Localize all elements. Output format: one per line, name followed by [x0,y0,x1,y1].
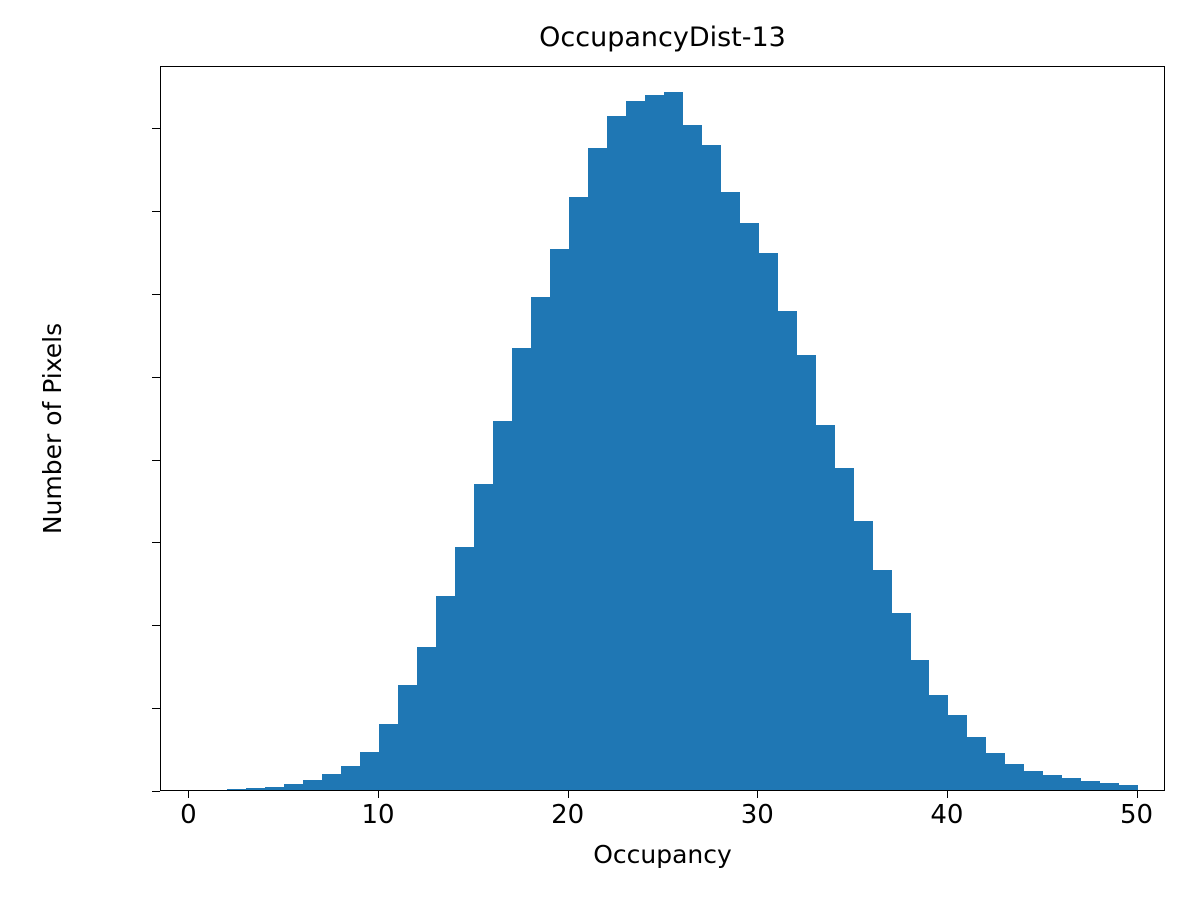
histogram-bar [1080,780,1101,790]
histogram-bar [1118,785,1139,790]
histogram-bar [416,646,437,790]
histogram-bar [739,223,759,790]
histogram-bar [246,787,266,790]
histogram-bar [360,751,380,790]
histogram-bar [985,752,1006,790]
y-tick-mark [152,293,160,295]
x-tick-label: 50 [1120,800,1154,830]
histogram-bar [910,659,930,790]
histogram-bar [303,780,323,790]
histogram-bar [398,684,418,790]
histogram-bar [379,723,399,790]
histogram-bar [625,101,646,790]
y-tick-mark [152,211,160,212]
x-tick-mark [567,790,569,798]
y-axis-ticks: 010002000300040005000600070008000 [0,0,160,900]
x-tick-label: 30 [740,800,774,830]
histogram-bar [322,774,342,790]
histogram-bar [473,484,494,790]
x-tick-mark [757,790,759,798]
histogram-bar [872,570,892,790]
histogram-bar [511,348,532,790]
histogram-bar [796,355,816,790]
histogram-bar [454,547,475,790]
histogram-bar [587,147,608,790]
histogram-bar [265,786,285,790]
histogram-bar [720,191,740,790]
histogram-bar [549,248,570,790]
histogram-bar [853,520,873,790]
histogram-bar [663,92,683,790]
histogram-bar [1004,764,1025,790]
histogram-bar [1023,770,1044,790]
y-tick-mark [152,459,160,461]
histogram-bar [701,145,721,790]
histogram-bar [947,715,968,790]
histogram-bar [341,765,361,790]
plot-area [160,66,1165,791]
x-axis-label: Occupancy [593,840,732,869]
x-tick-label: 10 [361,800,395,830]
chart-title: OccupancyDist-13 [539,22,786,53]
histogram-bar [758,253,778,790]
histogram-bar [682,124,702,790]
histogram-bar [435,596,456,790]
histogram-bar [777,311,797,790]
y-tick-mark [152,542,160,544]
histogram-bar [644,94,664,790]
y-tick-mark [152,128,160,130]
histogram-bar [928,694,949,790]
x-tick-mark [188,790,190,798]
y-tick-mark [152,625,160,627]
histogram-bar [966,736,987,790]
x-tick-label: 40 [930,800,964,830]
histogram-bars [161,67,1164,790]
histogram-bar [891,612,911,790]
histogram-bar [568,196,589,790]
histogram-bar [284,784,304,790]
histogram-bar [1061,778,1082,790]
histogram-bar [530,297,551,790]
y-axis-label: Number of Pixels [38,322,67,535]
y-tick-mark [152,791,160,792]
histogram-bar [834,467,854,790]
histogram-bar [606,116,627,790]
x-tick-mark [1136,790,1138,798]
y-tick-mark [152,376,160,378]
histogram-bar [815,425,835,790]
x-tick-label: 20 [551,800,585,830]
histogram-bar [492,421,513,790]
x-tick-mark [378,790,380,798]
histogram-bar [227,788,247,790]
x-tick-label: 0 [180,800,197,830]
y-tick-mark [152,708,160,710]
histogram-bar [1099,782,1120,790]
histogram-bar [1042,775,1063,790]
x-tick-mark [946,790,948,798]
